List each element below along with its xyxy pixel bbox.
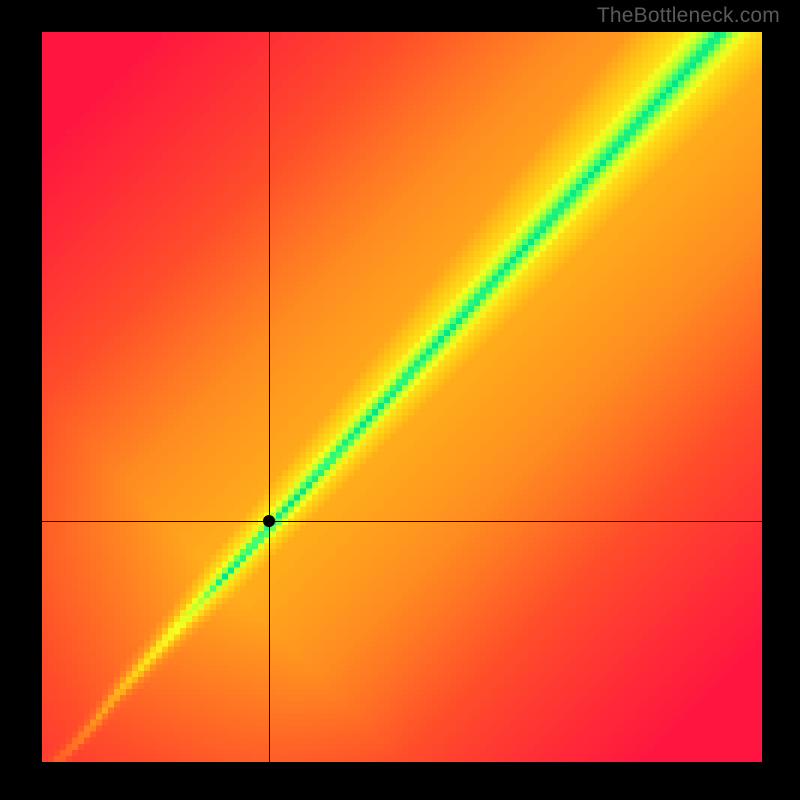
heatmap-plot-area (42, 32, 762, 762)
crosshair-vertical (269, 32, 270, 762)
crosshair-horizontal (42, 521, 762, 522)
watermark-text: TheBottleneck.com (597, 4, 780, 28)
crosshair-marker (263, 515, 275, 527)
heatmap-canvas (42, 32, 762, 762)
